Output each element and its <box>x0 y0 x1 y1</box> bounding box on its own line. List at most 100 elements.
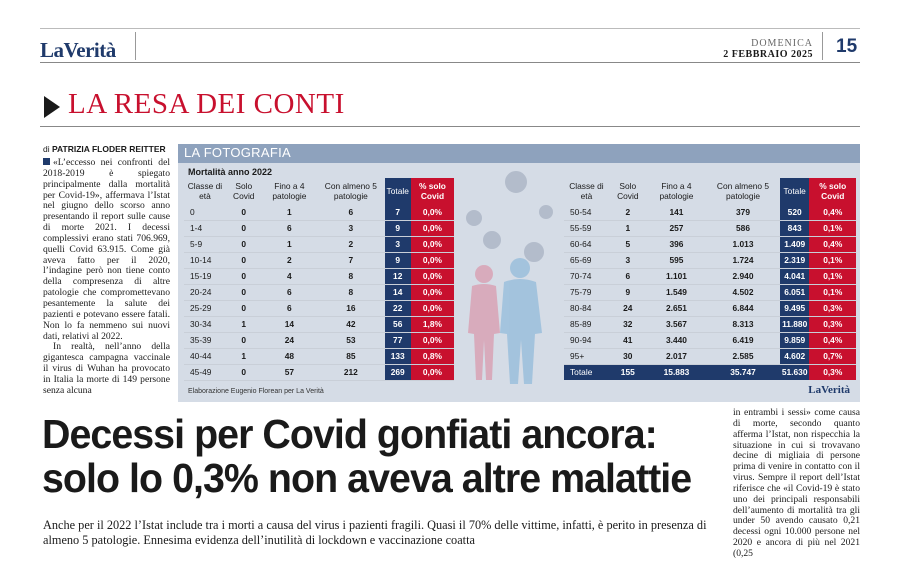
left-paragraph-2: In realtà, nell’anno della gigantesca ca… <box>43 341 170 396</box>
col-pct-solo-covid: % solo Covid <box>410 178 454 204</box>
table-cell: 1.101 <box>646 268 707 285</box>
table-cell: 0 <box>225 364 262 381</box>
infographic-header: LA FOTOGRAFIA <box>178 144 860 163</box>
table-cell: 1.549 <box>646 284 707 301</box>
table-cell: 6 <box>261 220 318 237</box>
table-cell: 0,0% <box>410 284 454 301</box>
table-cell: 5 <box>608 236 647 253</box>
table-cell: 0,1% <box>809 268 856 285</box>
table-cell: 396 <box>646 236 707 253</box>
table-cell: 1 <box>608 220 647 237</box>
table-cell: 0,0% <box>410 268 454 285</box>
table-row: 30-34 1 14 42 56 1,8% <box>184 316 454 333</box>
infographic-panel: LA FOTOGRAFIA Mortalità anno 2022 Classe… <box>178 144 860 402</box>
table-cell: 15-19 <box>184 268 226 285</box>
table-cell: 9 <box>384 252 411 269</box>
table-cell: 60-64 <box>564 236 609 253</box>
table-cell: 0 <box>184 204 226 221</box>
table-cell: 1 <box>261 236 318 253</box>
table-cell: 212 <box>317 364 385 381</box>
author-name: PATRIZIA FLODER REITTER <box>51 144 166 154</box>
table-cell: 0,3% <box>809 300 856 317</box>
table-cell: 133 <box>384 348 411 365</box>
table-cell: 0,4% <box>809 332 856 349</box>
subheadline: Anche per il 2022 l’Istat include tra i … <box>43 518 707 547</box>
infographic-credit: Elaborazione Eugenio Florean per La Veri… <box>188 388 324 395</box>
table-row: 60-64 5 396 1.013 1.409 0,4% <box>564 236 856 253</box>
table-cell: 0 <box>225 204 262 221</box>
woman-figure <box>468 265 500 380</box>
virus-icon <box>466 171 553 262</box>
table-cell: 85-89 <box>564 316 609 333</box>
table-cell: 10-14 <box>184 252 226 269</box>
table-row: 95+ 30 2.017 2.585 4.602 0,7% <box>564 348 856 365</box>
table-cell: 586 <box>706 220 780 237</box>
table-cell: 20-24 <box>184 284 226 301</box>
article-left-column: «L’eccesso nei confronti del 2018-2019 è… <box>43 157 170 397</box>
table-row: 70-74 6 1.101 2.940 4.041 0,1% <box>564 268 856 285</box>
col-fino-4: Fino a 4 patologie <box>659 181 694 201</box>
total-cell: 0,3% <box>809 364 856 380</box>
table-row: 25-29 0 6 16 22 0,0% <box>184 300 454 317</box>
table-cell: 40-44 <box>184 348 226 365</box>
table-cell: 41 <box>608 332 647 349</box>
table-cell: 48 <box>261 348 318 365</box>
table-row: 0 0 1 6 7 0,0% <box>184 204 454 221</box>
table-cell: 3.567 <box>646 316 707 333</box>
man-figure <box>500 258 542 384</box>
table-cell: 6 <box>261 300 318 317</box>
table-row: 40-44 1 48 85 133 0,8% <box>184 348 454 365</box>
table-cell: 7 <box>384 204 411 221</box>
table-cell: 1.724 <box>706 252 780 269</box>
table-row: 55-59 1 257 586 843 0,1% <box>564 220 856 237</box>
table-cell: 9 <box>608 284 647 301</box>
header-divider <box>135 32 136 60</box>
page-number: 15 <box>836 36 858 57</box>
table-cell: 55-59 <box>564 220 609 237</box>
table-cell: 56 <box>384 316 411 333</box>
table-cell: 0,0% <box>410 252 454 269</box>
table-cell: 0 <box>225 252 262 269</box>
table-cell: 22 <box>384 300 411 317</box>
table-cell: 520 <box>779 204 810 221</box>
table-row: 50-54 2 141 379 520 0,4% <box>564 204 856 221</box>
table-cell: 257 <box>646 220 707 237</box>
table-cell: 0,8% <box>410 348 454 365</box>
table-cell: 0,1% <box>809 284 856 301</box>
table-cell: 0,1% <box>809 220 856 237</box>
col-solo-covid: Solo Covid <box>233 181 255 201</box>
table-cell: 0 <box>225 236 262 253</box>
table-cell: 2.017 <box>646 348 707 365</box>
table-cell: 65-69 <box>564 252 609 269</box>
table-cell: 0,0% <box>410 236 454 253</box>
table-cell: 6 <box>608 268 647 285</box>
table-cell: 1 <box>225 316 262 333</box>
table-cell: 2 <box>317 236 385 253</box>
table-cell: 45-49 <box>184 364 226 381</box>
total-cell: 155 <box>608 364 647 380</box>
table-cell: 6.419 <box>706 332 780 349</box>
table-cell: 1 <box>261 204 318 221</box>
newspaper-logo: LaVerità <box>40 38 116 62</box>
col-fino-4: Fino a 4 patologie <box>272 181 307 201</box>
table-cell: 57 <box>261 364 318 381</box>
table-cell: 25-29 <box>184 300 226 317</box>
table-cell: 1,8% <box>410 316 454 333</box>
table-cell: 0,0% <box>410 332 454 349</box>
total-cell: Totale <box>564 364 609 380</box>
table-cell: 35-39 <box>184 332 226 349</box>
mortality-table-right: Classe di età Solo Covid Fino a 4 patolo… <box>564 178 856 380</box>
table-cell: 595 <box>646 252 707 269</box>
table-row: 15-19 0 4 8 12 0,0% <box>184 268 454 285</box>
table-row: 45-49 0 57 212 269 0,0% <box>184 364 454 381</box>
table-cell: 30-34 <box>184 316 226 333</box>
table-header-row: Classe di età Solo Covid Fino a 4 patolo… <box>184 178 454 204</box>
table-cell: 4.602 <box>779 348 810 365</box>
table-cell: 3 <box>317 220 385 237</box>
col-totale: Totale <box>384 178 411 204</box>
table-cell: 2 <box>261 252 318 269</box>
table-cell: 11.880 <box>779 316 810 333</box>
table-cell: 85 <box>317 348 385 365</box>
article-right-column: in entrambi i sessi» come causa di morte… <box>733 407 860 559</box>
col-totale: Totale <box>779 178 810 204</box>
